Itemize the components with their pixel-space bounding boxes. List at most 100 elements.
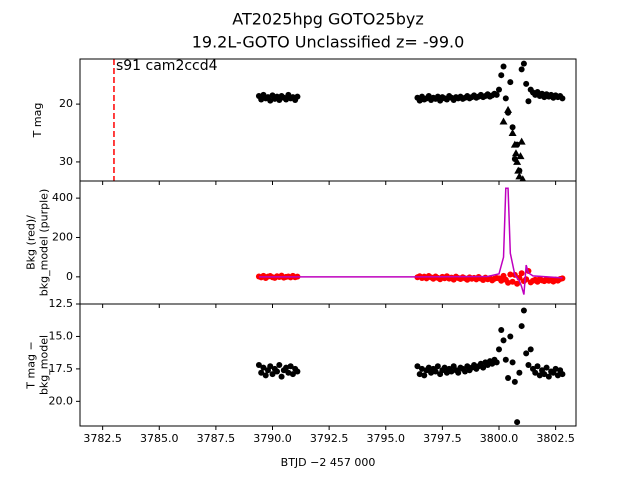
data-point <box>507 271 514 278</box>
x-tick-label: 3800.0 <box>480 432 519 445</box>
y-tick-label: 400 <box>52 191 73 204</box>
data-point <box>498 326 505 333</box>
y-axis-label-line: T mag <box>31 103 44 139</box>
data-point <box>507 333 514 340</box>
data-point <box>504 105 513 113</box>
data-point <box>267 97 274 104</box>
data-point <box>294 93 301 100</box>
y-tick-label: 17.5 <box>49 362 74 375</box>
data-point <box>502 356 509 363</box>
data-point <box>519 175 527 181</box>
data-point <box>434 363 441 370</box>
data-point <box>260 364 267 371</box>
data-point <box>523 80 530 87</box>
x-tick-label: 3792.5 <box>310 432 349 445</box>
data-point <box>552 365 559 372</box>
data-point <box>285 369 292 376</box>
y-axis-label-line: T mag − <box>25 341 38 389</box>
data-point <box>276 362 283 368</box>
data-point <box>559 371 566 378</box>
data-point <box>559 275 566 282</box>
data-point <box>283 364 290 371</box>
data-point <box>511 149 520 157</box>
y-tick-label: 12.5 <box>49 297 74 310</box>
y-axis-label-line: bkg_model (purple) <box>38 189 51 296</box>
y-axis-label: Bkg (red)/bkg_model (purple) <box>25 189 51 296</box>
data-point <box>498 277 505 284</box>
data-point <box>278 373 285 380</box>
y-axis-label: T mag <box>31 103 44 139</box>
y-tick-label: 200 <box>52 230 73 243</box>
data-point <box>523 350 530 357</box>
data-point <box>508 129 517 137</box>
data-point <box>432 368 439 375</box>
y-tick-label: 20.0 <box>49 394 74 407</box>
data-point <box>499 117 508 125</box>
y-tick-label: 30 <box>59 155 73 168</box>
data-point <box>274 368 281 375</box>
plot-area <box>113 59 566 181</box>
x-tick-label: 3785.0 <box>140 432 179 445</box>
data-point <box>518 270 525 277</box>
data-point <box>414 363 421 370</box>
chart-subtitle: 19.2L-GOTO Unclassified z= -99.0 <box>192 33 465 52</box>
data-point <box>518 66 525 73</box>
data-point <box>505 374 512 381</box>
x-tick-label: 3797.5 <box>423 432 462 445</box>
data-point <box>498 72 505 79</box>
plot-area <box>255 307 566 426</box>
y-axis-label-line: Bkg (red)/ <box>25 215 38 270</box>
y-tick-label: 15.0 <box>49 329 74 342</box>
axes-frame <box>79 180 577 305</box>
x-tick-label: 3802.5 <box>536 432 575 445</box>
chart-title: AT2025hpg GOTO25byz <box>232 10 423 29</box>
data-point <box>554 372 561 379</box>
data-point <box>516 369 523 376</box>
data-point <box>269 371 276 378</box>
data-point <box>511 378 518 385</box>
data-point <box>500 63 507 70</box>
y-tick-label: 0 <box>66 270 73 283</box>
y-tick-label: 20 <box>59 97 73 110</box>
data-point <box>416 371 423 378</box>
annotation: s91 cam2ccd4 <box>116 58 218 74</box>
data-point <box>262 372 269 379</box>
axes-frame <box>79 303 577 427</box>
data-point <box>545 373 552 380</box>
data-point <box>509 278 516 285</box>
data-point <box>502 95 509 102</box>
data-point <box>493 359 500 366</box>
data-point <box>258 369 265 376</box>
y-axis-label-line: bkg_model <box>38 335 51 395</box>
data-point <box>514 166 523 174</box>
x-tick-label: 3782.5 <box>83 432 122 445</box>
x-tick-label: 3787.5 <box>197 432 236 445</box>
data-point <box>514 280 521 287</box>
data-point <box>520 60 527 67</box>
data-point <box>258 96 265 103</box>
data-point <box>517 137 526 145</box>
data-point <box>532 369 539 376</box>
data-point <box>462 368 469 375</box>
data-point <box>255 362 262 368</box>
x-axis-label: BTJD −2 457 000 <box>281 456 376 469</box>
data-point <box>287 363 294 370</box>
data-point <box>294 368 301 375</box>
data-point <box>527 346 534 353</box>
data-point <box>480 364 487 371</box>
data-point <box>448 368 455 375</box>
data-point <box>425 364 432 371</box>
data-point <box>505 279 512 286</box>
data-point <box>514 419 521 426</box>
data-point <box>515 172 524 180</box>
data-point <box>559 95 566 102</box>
data-point <box>441 364 448 371</box>
data-line <box>258 187 563 295</box>
data-point <box>267 363 274 370</box>
data-point <box>509 359 516 366</box>
x-tick-label: 3795.0 <box>367 432 406 445</box>
data-point <box>495 346 502 353</box>
data-point <box>289 371 296 378</box>
data-point <box>516 152 525 160</box>
